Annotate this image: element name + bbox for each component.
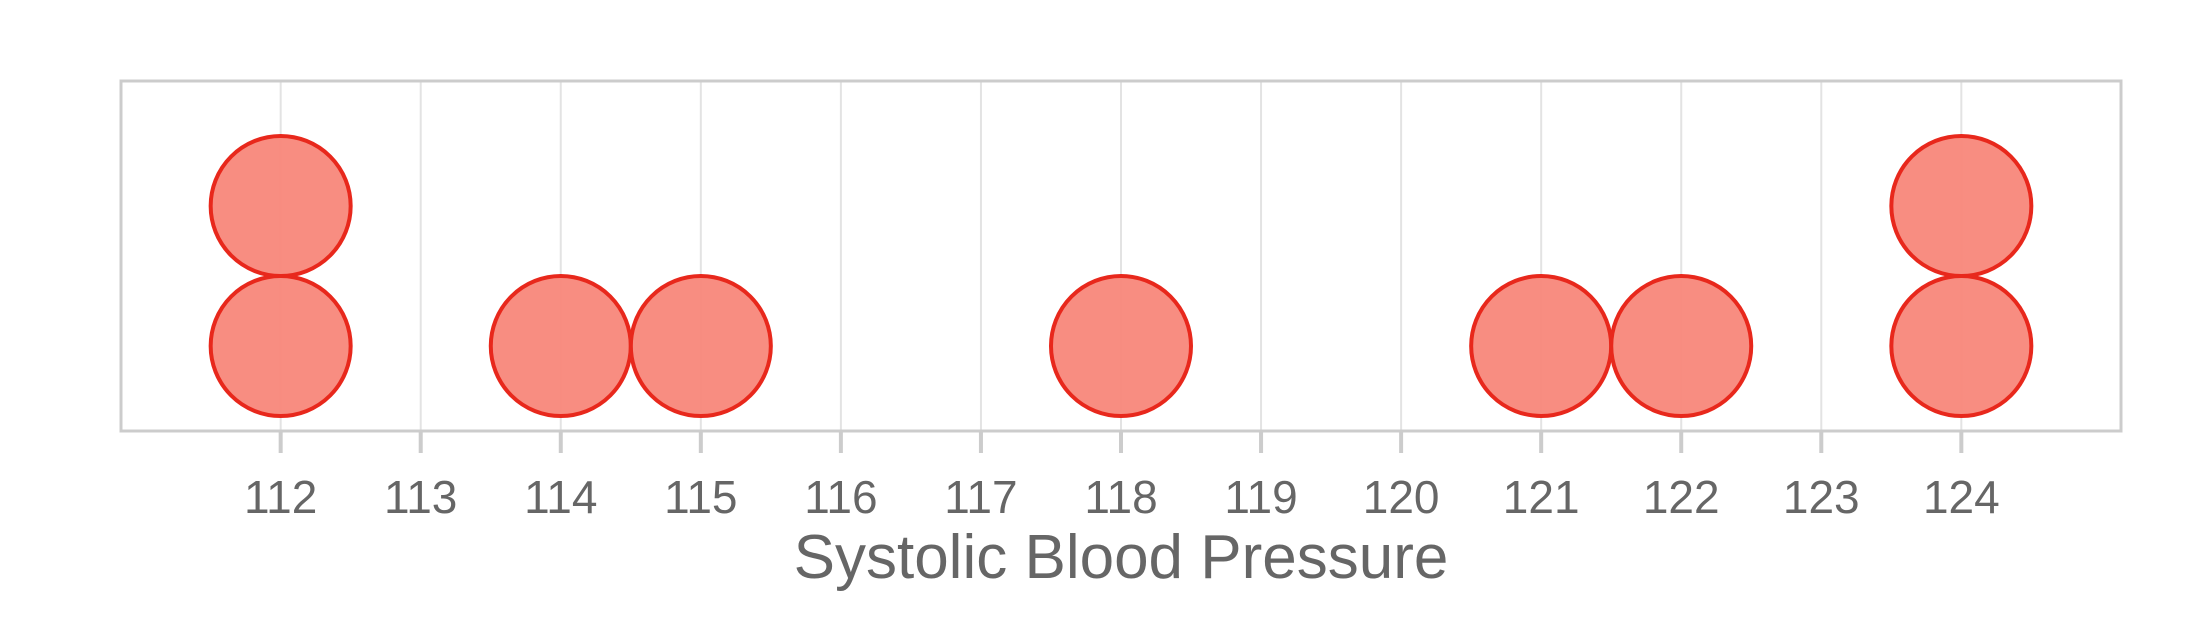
data-dot-122-1 [1609, 274, 1754, 418]
x-tick-label-119: 119 [1224, 471, 1297, 523]
x-tick-label-122: 122 [1643, 471, 1720, 523]
data-dot-121-1 [1469, 274, 1614, 418]
x-tick-label-112: 112 [244, 471, 317, 523]
x-tick-label-114: 114 [524, 471, 597, 523]
x-axis-title: Systolic Blood Pressure [794, 523, 1449, 592]
x-tick-label-117: 117 [944, 471, 1017, 523]
x-tick-label-116: 116 [804, 471, 877, 523]
data-dot-118-1 [1049, 274, 1193, 418]
x-tick-label-123: 123 [1783, 471, 1860, 523]
x-tick-label-120: 120 [1363, 471, 1440, 523]
x-axis-ticks [278, 431, 1964, 453]
x-axis-tick-labels: 112 113 114 115 116 117 118 119 120 121 122 123 124 [244, 471, 2000, 523]
data-dots [208, 134, 2034, 418]
x-tick-label-124: 124 [1923, 471, 2000, 523]
x-tick-label-121: 121 [1503, 471, 1580, 523]
data-dot-115-1 [628, 274, 773, 418]
data-dot-112-2 [208, 134, 353, 278]
x-tick-label-113: 113 [384, 471, 457, 523]
x-tick-label-118: 118 [1084, 471, 1157, 523]
data-dot-124-1 [1889, 274, 2034, 418]
data-dot-124-2 [1889, 134, 2034, 278]
x-tick-label-115: 115 [664, 471, 737, 523]
data-dot-114-1 [488, 274, 633, 418]
data-dot-112-1 [208, 274, 353, 418]
